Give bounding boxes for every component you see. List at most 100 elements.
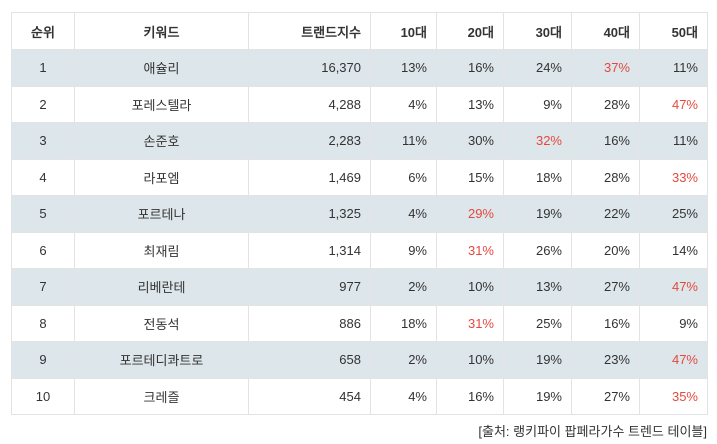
cell-age-30s: 25% [503, 304, 572, 342]
cell-age-30s: 18% [503, 158, 572, 196]
cell-rank: 3 [11, 122, 75, 160]
cell-age-20s: 31% [436, 304, 504, 342]
table-row: 3 손준호 2,283 11% 30% 32% 16% 11% [11, 122, 708, 160]
cell-age-30s: 32% [503, 122, 572, 160]
cell-age-50s: 33% [639, 158, 708, 196]
cell-age-40s: 27% [571, 268, 640, 306]
cell-rank: 2 [11, 85, 75, 123]
cell-age-10s: 2% [370, 268, 437, 306]
cell-age-20s: 13% [436, 85, 504, 123]
cell-age-50s: 9% [639, 304, 708, 342]
cell-rank: 1 [11, 49, 75, 87]
cell-age-50s: 11% [639, 49, 708, 87]
source-caption: [출처: 랭키파이 팝페라가수 트렌드 테이블] [478, 424, 707, 439]
header-trend-index: 트랜드지수 [248, 12, 371, 50]
cell-keyword: 전동석 [74, 304, 249, 342]
cell-age-10s: 4% [370, 85, 437, 123]
cell-age-50s: 25% [639, 195, 708, 233]
cell-age-20s: 10% [436, 268, 504, 306]
table-row: 8 전동석 886 18% 31% 25% 16% 9% [11, 304, 708, 342]
table-body: 1 애슐리 16,370 13% 16% 24% 37% 11% 2 포레스텔라 4,288 4% 13… [11, 49, 708, 415]
header-keyword: 키워드 [74, 12, 249, 50]
cell-age-30s: 19% [503, 377, 572, 415]
cell-age-40s: 20% [571, 231, 640, 269]
cell-trend-index: 1,469 [248, 158, 371, 196]
cell-trend-index: 16,370 [248, 49, 371, 87]
cell-keyword: 리베란테 [74, 268, 249, 306]
cell-age-50s: 47% [639, 85, 708, 123]
header-age-20s: 20대 [436, 12, 504, 50]
cell-keyword: 크레즐 [74, 377, 249, 415]
cell-age-40s: 22% [571, 195, 640, 233]
trend-table: 순위 키워드 트랜드지수 10대 20대 30대 40대 50대 1 애슐리 16,… [11, 12, 708, 415]
cell-age-30s: 13% [503, 268, 572, 306]
cell-keyword: 라포엠 [74, 158, 249, 196]
cell-keyword: 포레스텔라 [74, 85, 249, 123]
cell-age-40s: 37% [571, 49, 640, 87]
cell-trend-index: 886 [248, 304, 371, 342]
cell-age-50s: 47% [639, 341, 708, 379]
cell-age-40s: 28% [571, 85, 640, 123]
cell-age-20s: 30% [436, 122, 504, 160]
cell-age-20s: 31% [436, 231, 504, 269]
cell-age-30s: 19% [503, 341, 572, 379]
table-row: 2 포레스텔라 4,288 4% 13% 9% 28% 47% [11, 85, 708, 123]
cell-trend-index: 977 [248, 268, 371, 306]
cell-age-50s: 11% [639, 122, 708, 160]
cell-keyword: 애슐리 [74, 49, 249, 87]
cell-rank: 4 [11, 158, 75, 196]
cell-age-50s: 47% [639, 268, 708, 306]
cell-age-30s: 24% [503, 49, 572, 87]
cell-rank: 7 [11, 268, 75, 306]
table-row: 6 최재림 1,314 9% 31% 26% 20% 14% [11, 231, 708, 269]
cell-age-40s: 16% [571, 122, 640, 160]
cell-age-10s: 4% [370, 377, 437, 415]
table-row: 5 포르테나 1,325 4% 29% 19% 22% 25% [11, 195, 708, 233]
cell-trend-index: 4,288 [248, 85, 371, 123]
cell-rank: 9 [11, 341, 75, 379]
cell-trend-index: 454 [248, 377, 371, 415]
table-row: 7 리베란테 977 2% 10% 13% 27% 47% [11, 268, 708, 306]
cell-age-10s: 6% [370, 158, 437, 196]
header-age-10s: 10대 [370, 12, 437, 50]
cell-age-30s: 9% [503, 85, 572, 123]
table-row: 10 크레즐 454 4% 16% 19% 27% 35% [11, 377, 708, 415]
cell-keyword: 포르테디콰트로 [74, 341, 249, 379]
cell-trend-index: 2,283 [248, 122, 371, 160]
cell-keyword: 최재림 [74, 231, 249, 269]
header-age-50s: 50대 [639, 12, 708, 50]
cell-age-10s: 13% [370, 49, 437, 87]
header-rank: 순위 [11, 12, 75, 50]
cell-age-20s: 16% [436, 49, 504, 87]
cell-trend-index: 658 [248, 341, 371, 379]
cell-rank: 10 [11, 377, 75, 415]
cell-age-10s: 2% [370, 341, 437, 379]
cell-age-50s: 14% [639, 231, 708, 269]
cell-age-30s: 26% [503, 231, 572, 269]
cell-rank: 5 [11, 195, 75, 233]
cell-age-40s: 27% [571, 377, 640, 415]
cell-age-20s: 10% [436, 341, 504, 379]
cell-age-10s: 18% [370, 304, 437, 342]
cell-trend-index: 1,314 [248, 231, 371, 269]
table-row: 4 라포엠 1,469 6% 15% 18% 28% 33% [11, 158, 708, 196]
cell-age-20s: 16% [436, 377, 504, 415]
table-row: 1 애슐리 16,370 13% 16% 24% 37% 11% [11, 49, 708, 87]
cell-rank: 8 [11, 304, 75, 342]
header-age-30s: 30대 [503, 12, 572, 50]
table-row: 9 포르테디콰트로 658 2% 10% 19% 23% 47% [11, 341, 708, 379]
cell-age-10s: 4% [370, 195, 437, 233]
cell-age-10s: 11% [370, 122, 437, 160]
cell-age-40s: 23% [571, 341, 640, 379]
cell-keyword: 포르테나 [74, 195, 249, 233]
cell-rank: 6 [11, 231, 75, 269]
cell-age-40s: 16% [571, 304, 640, 342]
cell-trend-index: 1,325 [248, 195, 371, 233]
cell-age-10s: 9% [370, 231, 437, 269]
cell-age-50s: 35% [639, 377, 708, 415]
cell-keyword: 손준호 [74, 122, 249, 160]
cell-age-30s: 19% [503, 195, 572, 233]
cell-age-20s: 29% [436, 195, 504, 233]
header-age-40s: 40대 [571, 12, 640, 50]
cell-age-20s: 15% [436, 158, 504, 196]
